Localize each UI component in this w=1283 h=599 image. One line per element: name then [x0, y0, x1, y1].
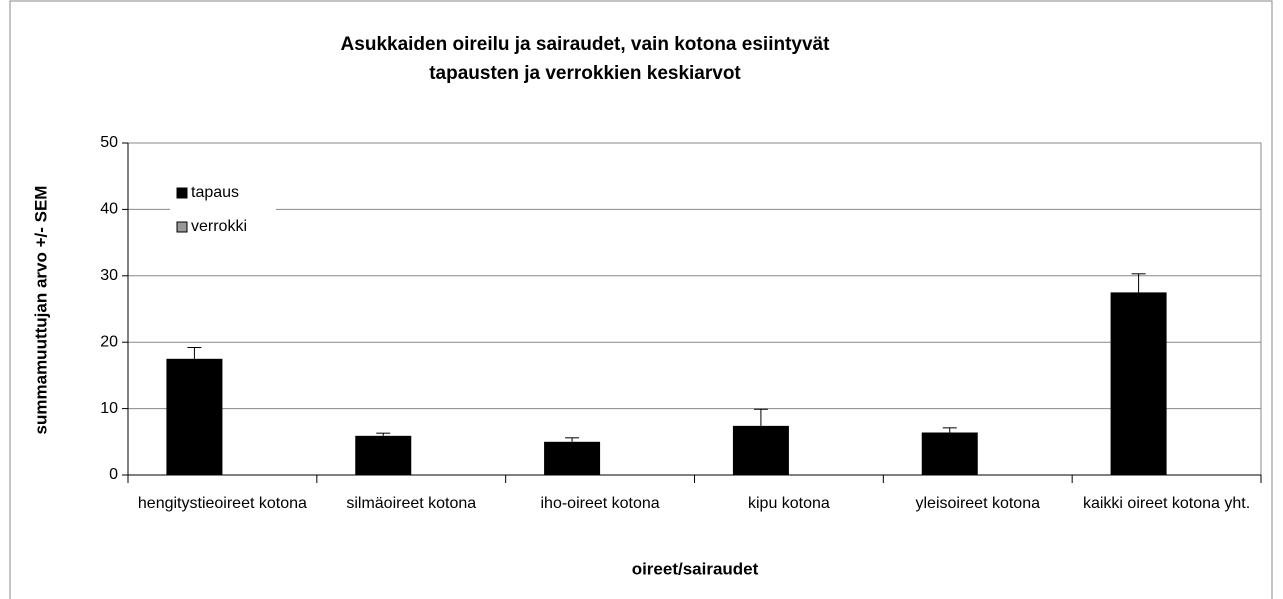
x-tick-label: yleisoireet kotona	[915, 495, 1040, 512]
bar	[732, 425, 789, 475]
legend-label: verrokki	[191, 218, 247, 235]
legend	[170, 172, 276, 248]
legend-swatch	[176, 221, 188, 233]
y-tick-label: 10	[100, 400, 118, 417]
y-axis-label: summamuuttujan arvo +/- SEM	[31, 186, 50, 435]
bar	[1110, 292, 1167, 475]
y-tick-label: 0	[109, 466, 118, 483]
legend-label: tapaus	[191, 184, 239, 201]
x-tick-label: iho-oireet kotona	[540, 495, 660, 512]
chart-border	[9, 0, 1273, 599]
bar	[166, 358, 223, 475]
plot-area	[127, 142, 1262, 476]
bar	[921, 432, 978, 475]
x-tick-label: kaikki oireet kotona yht.	[1082, 495, 1251, 512]
bar	[544, 441, 601, 475]
y-tick-label: 20	[100, 333, 118, 350]
y-tick-label: 50	[100, 134, 118, 151]
legend-swatch	[176, 187, 188, 199]
chart-title: tapausten ja verrokkien keskiarvot	[429, 63, 741, 84]
bar	[355, 435, 412, 475]
x-axis-label: oireet/sairaudet	[632, 559, 759, 578]
x-tick-label: kipu kotona	[747, 495, 830, 512]
x-tick-label: hengitystieoireet kotona	[137, 495, 307, 512]
chart-title: Asukkaiden oireilu ja sairaudet, vain ko…	[341, 34, 831, 55]
y-tick-label: 40	[100, 201, 118, 218]
x-tick-label: silmäoireet kotona	[346, 495, 477, 512]
y-tick-label: 30	[100, 267, 118, 284]
